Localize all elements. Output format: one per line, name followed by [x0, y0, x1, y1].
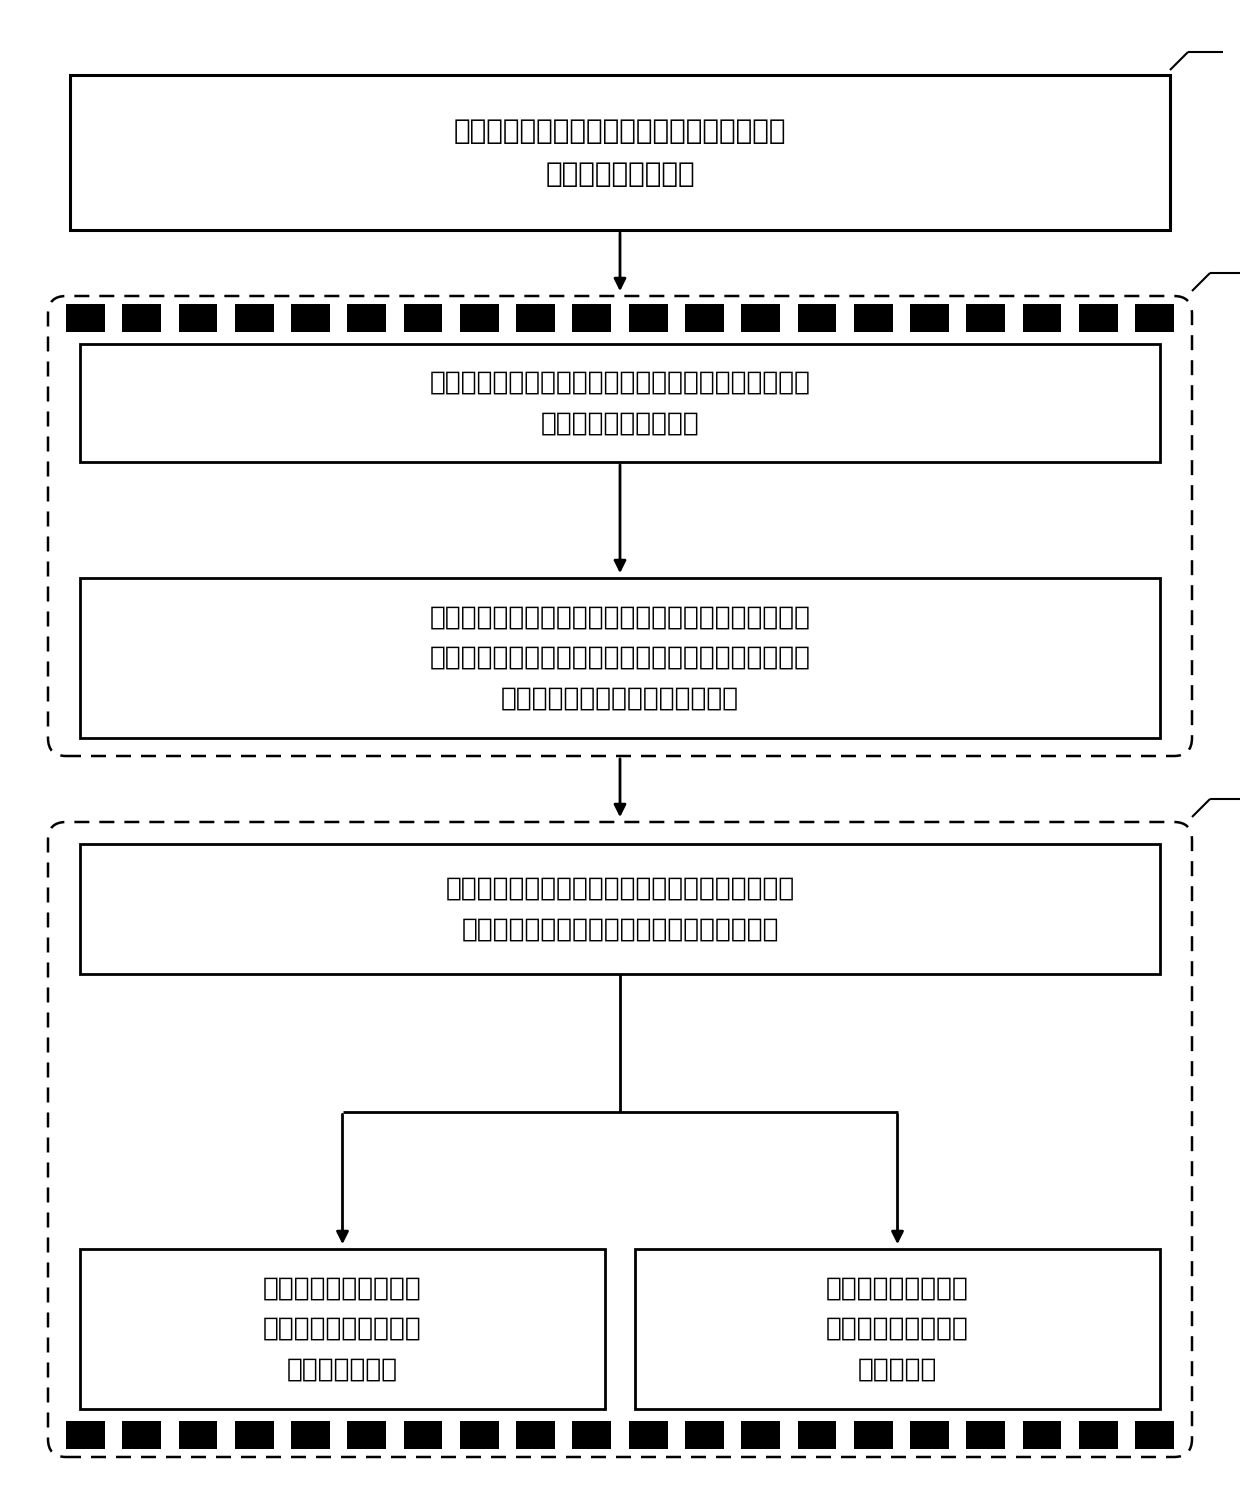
- Bar: [179, 304, 217, 332]
- Bar: [66, 304, 105, 332]
- Bar: [742, 1421, 780, 1449]
- Text: 统特征频率: 统特征频率: [858, 1356, 937, 1383]
- Bar: [910, 304, 949, 332]
- Bar: [516, 304, 556, 332]
- Bar: [629, 304, 667, 332]
- Text: 建立考虑土与风机动力相互作用的等效时域模型，: 建立考虑土与风机动力相互作用的等效时域模型，: [445, 876, 795, 901]
- Bar: [69, 75, 1171, 231]
- Bar: [179, 1421, 217, 1449]
- Bar: [573, 1421, 611, 1449]
- Bar: [234, 304, 274, 332]
- Bar: [291, 1421, 330, 1449]
- Bar: [1023, 304, 1061, 332]
- Text: 动控制方程即可得到系: 动控制方程即可得到系: [263, 1316, 422, 1341]
- Bar: [404, 1421, 443, 1449]
- Bar: [797, 304, 836, 332]
- Bar: [347, 1421, 386, 1449]
- Bar: [460, 1421, 498, 1449]
- Text: 夫复多项式的递归函数表达式对比，确定所述递归物理: 夫复多项式的递归函数表达式对比，确定所述递归物理: [429, 645, 811, 671]
- Bar: [234, 1421, 274, 1449]
- Bar: [1079, 304, 1117, 332]
- Text: 根据达朗贝尔原理建立该系统的运动控制方程: 根据达朗贝尔原理建立该系统的运动控制方程: [461, 916, 779, 943]
- Text: 模态分析即可得到系: 模态分析即可得到系: [826, 1316, 968, 1341]
- Text: 模型中各弹簧和阻尼器的待定系数: 模型中各弹簧和阻尼器的待定系数: [501, 686, 739, 713]
- Bar: [81, 844, 1159, 975]
- Text: 并将其表示成动柔度: 并将其表示成动柔度: [546, 160, 694, 189]
- Bar: [573, 304, 611, 332]
- Bar: [854, 1421, 893, 1449]
- Bar: [684, 1421, 724, 1449]
- Bar: [966, 304, 1006, 332]
- Bar: [123, 304, 161, 332]
- Bar: [910, 1421, 949, 1449]
- Bar: [797, 1421, 836, 1449]
- Bar: [66, 1421, 105, 1449]
- Bar: [1135, 1421, 1174, 1449]
- Bar: [684, 304, 724, 332]
- Text: 利用逐步积分法求解运: 利用逐步积分法求解运: [263, 1275, 422, 1301]
- Text: 利用切比雪夫复多项式拟合规格化的动柔度函数，将其: 利用切比雪夫复多项式拟合规格化的动柔度函数，将其: [429, 370, 811, 395]
- Bar: [516, 1421, 556, 1449]
- Bar: [966, 1421, 1006, 1449]
- Bar: [1079, 1421, 1117, 1449]
- Bar: [81, 578, 1159, 738]
- Bar: [291, 304, 330, 332]
- Bar: [81, 1248, 605, 1409]
- Text: 统时域动力响应: 统时域动力响应: [286, 1356, 398, 1383]
- Bar: [635, 1248, 1159, 1409]
- Bar: [742, 304, 780, 332]
- Bar: [404, 304, 443, 332]
- Bar: [347, 304, 386, 332]
- Bar: [460, 304, 498, 332]
- Text: 建立递归物理模型的动柔度表达式，通过与基于切比雪: 建立递归物理模型的动柔度表达式，通过与基于切比雪: [429, 605, 811, 630]
- Bar: [1023, 1421, 1061, 1449]
- Bar: [854, 304, 893, 332]
- Text: 表示成递归函数的形式: 表示成递归函数的形式: [541, 410, 699, 437]
- Bar: [81, 344, 1159, 463]
- Bar: [1135, 304, 1174, 332]
- Text: 对运动控制方程做复: 对运动控制方程做复: [826, 1275, 968, 1301]
- Bar: [629, 1421, 667, 1449]
- Text: 规格化土与风机基础动力相互作用的振动阻抗: 规格化土与风机基础动力相互作用的振动阻抗: [454, 117, 786, 145]
- Bar: [123, 1421, 161, 1449]
